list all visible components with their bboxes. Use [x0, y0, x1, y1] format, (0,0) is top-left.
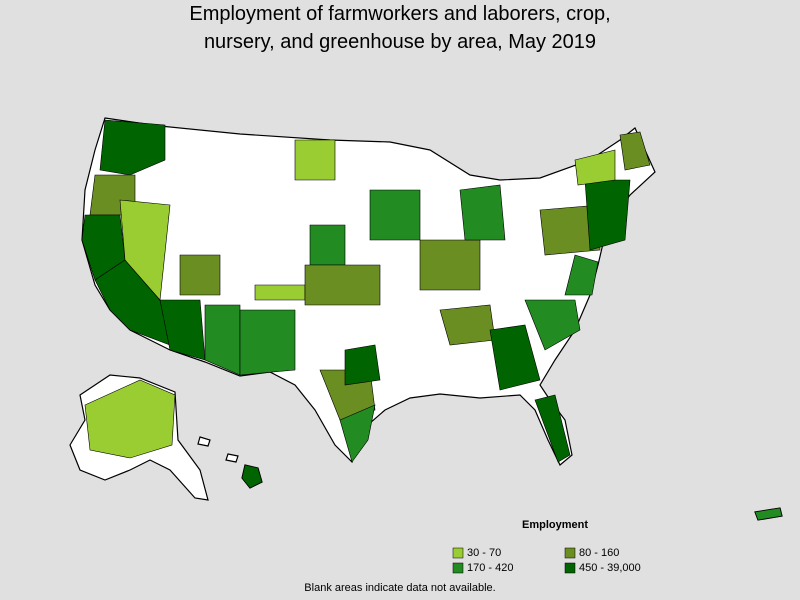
region-patch [344, 344, 381, 386]
region-patch [369, 189, 421, 241]
legend: Employment 30 - 70 80 - 160 170 - 420 450 -… [452, 519, 641, 574]
region-patch [524, 299, 581, 351]
title-line: nursery, and greenhouse by area, May 201… [204, 31, 596, 53]
legend-title: Employment [522, 519, 588, 531]
region-patch [159, 299, 206, 361]
legend-swatch [452, 547, 464, 559]
region-patch [539, 204, 601, 256]
legend-swatch [564, 547, 576, 559]
region-patch [534, 394, 571, 463]
region-patch [241, 464, 263, 489]
region-patch [239, 309, 296, 376]
region-patch [309, 224, 346, 266]
region-patch [84, 379, 176, 459]
region-patch [294, 139, 336, 181]
region-patch [254, 284, 306, 301]
legend-label: 170 - 420 [467, 562, 513, 574]
legend-label: 30 - 70 [467, 547, 501, 559]
region-patch [439, 304, 496, 346]
hawaii-island [197, 436, 211, 447]
map [69, 117, 783, 521]
region-patch [564, 254, 599, 296]
region-patch [584, 179, 631, 251]
legend-label: 450 - 39,000 [579, 562, 641, 574]
region-patch [419, 239, 481, 291]
hawaii-island [225, 453, 239, 463]
region-patch [99, 119, 166, 176]
region-patch [304, 264, 381, 306]
region-patch [574, 149, 616, 186]
legend-swatch [564, 562, 576, 574]
region-patch [619, 131, 651, 171]
region-patch [489, 324, 541, 391]
region-patch [179, 254, 221, 296]
footnote: Blank areas indicate data not available. [304, 582, 495, 594]
legend-swatch [452, 562, 464, 574]
region-patch [754, 507, 783, 521]
region-patch [339, 404, 376, 463]
title-line: Employment of farmworkers and laborers, … [189, 3, 610, 25]
region-patch [459, 184, 506, 241]
legend-label: 80 - 160 [579, 547, 619, 559]
